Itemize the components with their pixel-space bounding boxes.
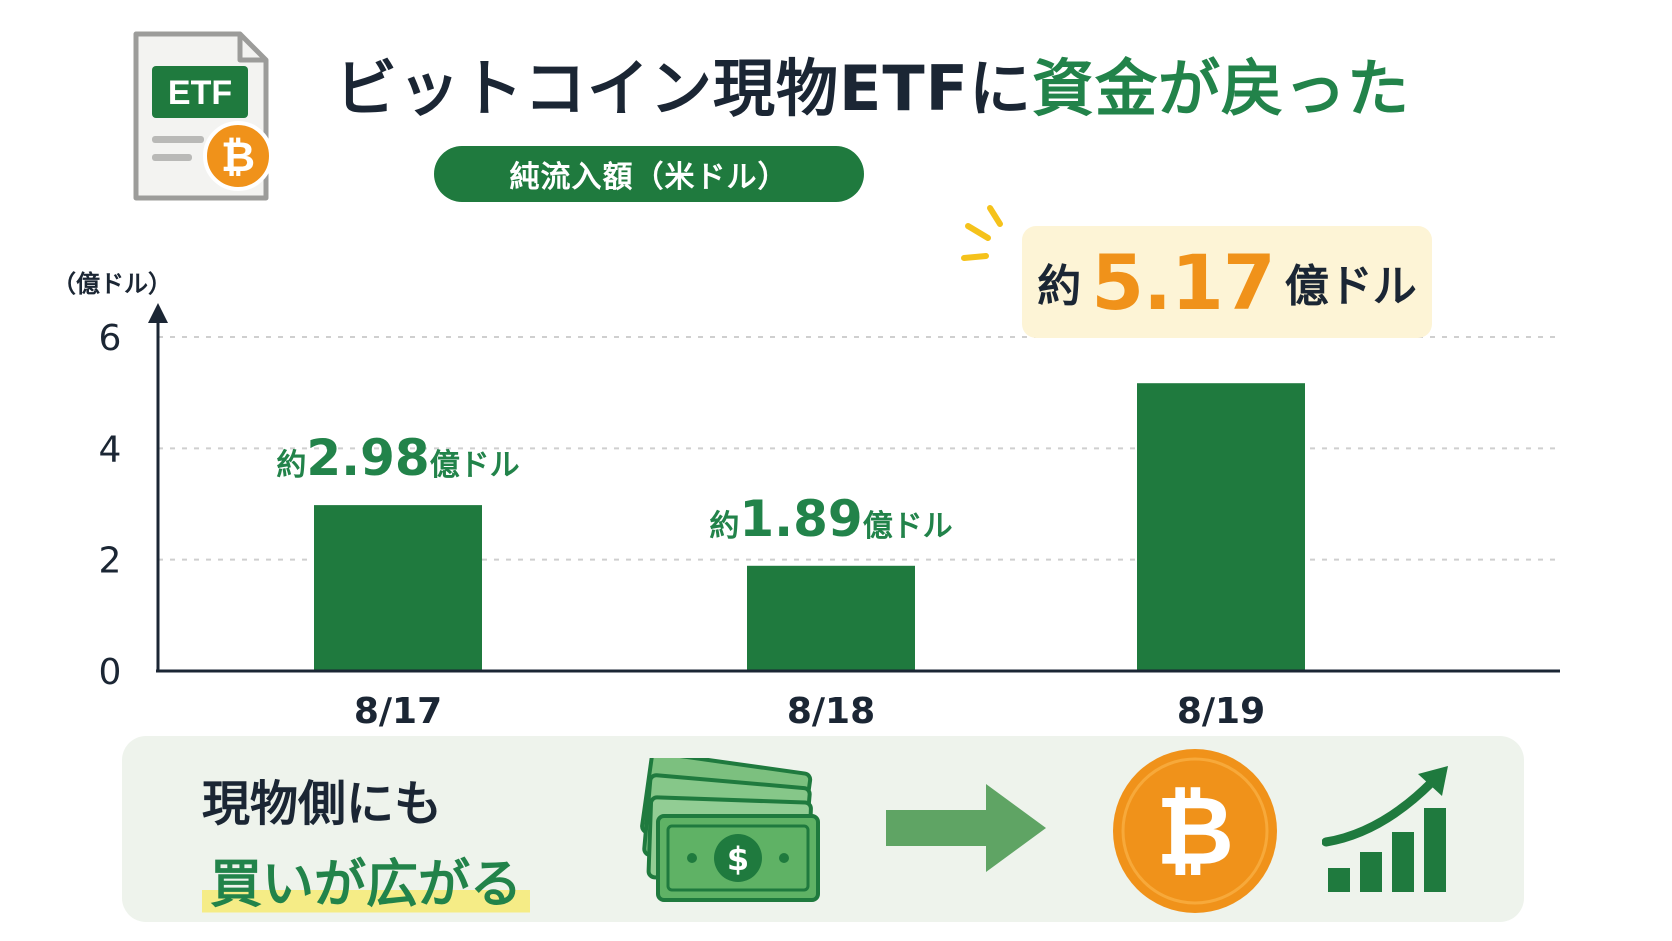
callout-value: 5.17	[1091, 237, 1276, 327]
callout-prefix: 約	[1037, 261, 1082, 312]
y-tick-label: 6	[99, 318, 122, 359]
etf-icon-text: ETF	[168, 74, 232, 112]
y-axis-unit-label: （億ドル）	[52, 270, 172, 298]
highlight-callout: 約 5.17 億ドル	[1022, 226, 1432, 338]
growth-chart-icon	[1322, 766, 1448, 892]
callout-unit: 億ドル	[1284, 261, 1417, 312]
summary-text: 現物側にも 買いが広がる	[202, 764, 531, 917]
bar-8-19	[1137, 383, 1305, 671]
bar-8-18	[747, 565, 915, 671]
svg-text:$: $	[727, 840, 749, 878]
data-label: 約1.89億ドル	[709, 490, 952, 548]
page-title: ビットコイン現物ETFに資金が戻った	[335, 38, 1410, 128]
svg-text:₿: ₿	[1156, 775, 1234, 887]
x-tick-label: 8/19	[1177, 691, 1265, 730]
summary-line2: 買いが広がる	[202, 842, 531, 917]
bitcoin-badge-icon: ₿	[203, 121, 273, 191]
subtitle-pill: 純流入額（米ドル）	[434, 146, 864, 202]
money-stack-icon: $	[640, 758, 820, 902]
y-axis-arrow-icon	[148, 303, 168, 323]
svg-text:₿: ₿	[221, 132, 255, 181]
bitcoin-icon: ₿	[1113, 749, 1277, 913]
title-highlight: 資金が戻った	[1032, 52, 1411, 125]
title-main: ビットコイン現物ETFに	[335, 52, 1032, 125]
summary-banner: 現物側にも 買いが広がる $ ₿	[122, 736, 1524, 922]
etf-document-icon: ETF ₿	[133, 31, 273, 201]
right-arrow-icon	[886, 784, 1046, 872]
y-tick-label: 2	[99, 541, 122, 582]
y-tick-label: 4	[99, 429, 122, 470]
summary-line1: 現物側にも	[202, 776, 443, 832]
bar-8-17	[314, 505, 482, 671]
data-label: 約2.98億ドル	[276, 429, 519, 487]
sparkle-burst-icon	[961, 205, 1003, 261]
x-tick-label: 8/17	[354, 691, 442, 730]
x-tick-label: 8/18	[787, 691, 875, 730]
y-tick-label: 0	[99, 652, 122, 693]
